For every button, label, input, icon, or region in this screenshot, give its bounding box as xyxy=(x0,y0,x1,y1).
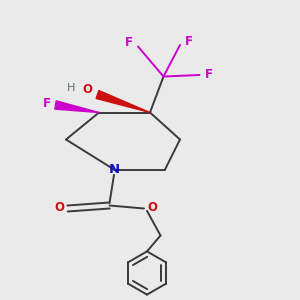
Text: F: F xyxy=(125,36,133,50)
Polygon shape xyxy=(55,101,99,112)
Text: O: O xyxy=(147,201,158,214)
Text: F: F xyxy=(43,97,50,110)
Text: O: O xyxy=(54,201,64,214)
Text: N: N xyxy=(108,163,120,176)
Text: F: F xyxy=(205,68,212,82)
Text: H: H xyxy=(67,83,75,94)
Text: O: O xyxy=(82,83,92,97)
Polygon shape xyxy=(96,91,150,112)
Text: F: F xyxy=(185,35,193,48)
